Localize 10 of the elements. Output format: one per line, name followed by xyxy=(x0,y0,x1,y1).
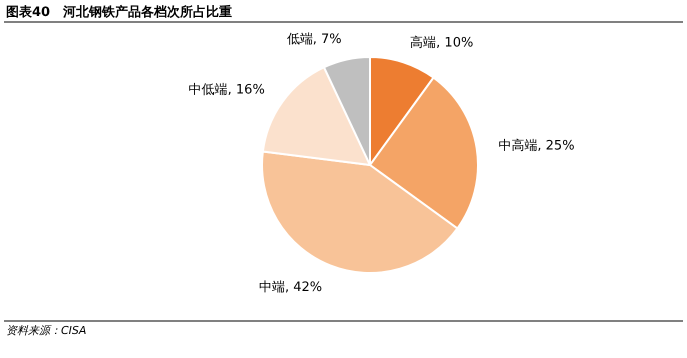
slice-label: 低端, 7% xyxy=(286,32,342,48)
chart-title: 图表40 河北钢铁产品各档次所占比重 xyxy=(6,4,232,20)
text: 资料来源：CISA xyxy=(6,324,86,337)
slice-label: 中低端, 16% xyxy=(188,82,265,98)
pie-slice xyxy=(369,76,479,230)
slice-label: 中高端, 25% xyxy=(498,138,575,154)
pie-slice xyxy=(261,150,458,274)
pie-slice xyxy=(323,56,371,166)
slice-label: 高端, 10% xyxy=(410,34,474,50)
slice-label: 中端, 42% xyxy=(258,280,322,295)
